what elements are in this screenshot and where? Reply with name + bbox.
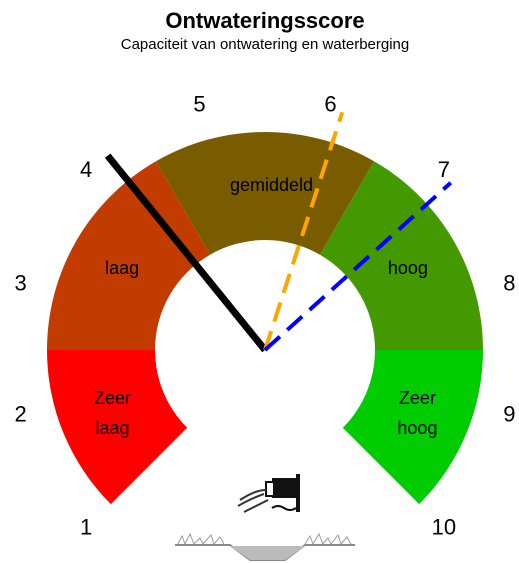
band-label: hoog [373,253,443,283]
tick-label: 6 [324,91,336,116]
band-label: Zeer hoog [382,383,452,443]
tick-label: 4 [80,157,92,182]
tick-label: 3 [14,270,26,295]
icon-wave [272,506,296,510]
tick-label: 1 [80,515,92,540]
tick-label: 5 [193,91,205,116]
tick-label: 8 [503,270,515,295]
grass [178,534,351,544]
band-label: gemiddeld [230,170,300,200]
drainage-icon [238,474,300,512]
band-label: Zeer laag [78,383,148,443]
chart-subtitle: Capaciteit van ontwatering en waterbergi… [121,36,410,53]
tick-label: 10 [432,515,456,540]
icon-pipe [266,482,274,496]
chart-title: Ontwateringsscore [165,8,364,33]
gauge-chart: Ontwateringsscore Capaciteit van ontwate… [0,0,519,563]
icon-block [272,478,296,498]
icon-water [238,490,268,512]
icon-wall [296,474,300,512]
tick-label: 9 [503,401,515,426]
ditch-water [230,546,305,560]
tick-label: 2 [14,401,26,426]
band-label: laag [87,253,157,283]
ditch [175,534,355,560]
tick-label: 7 [438,157,450,182]
